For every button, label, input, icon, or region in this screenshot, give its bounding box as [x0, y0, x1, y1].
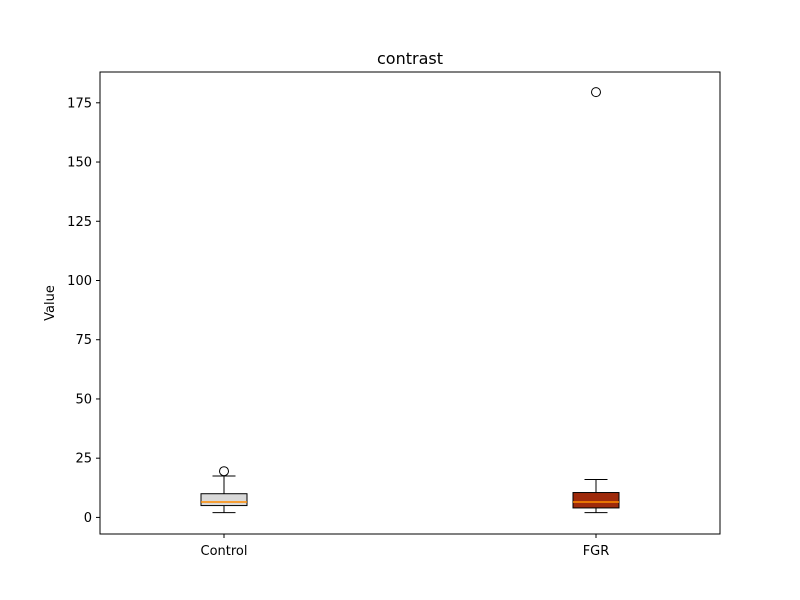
- y-tick-label: 150: [67, 156, 92, 171]
- box-control: [200, 493, 248, 507]
- plot-frame: [99, 71, 721, 535]
- y-tick-label: 175: [67, 96, 92, 111]
- y-tick-label: 50: [75, 392, 92, 407]
- plot-area: 0 25 50 75 100 125 150 175 Control FGR: [67, 71, 721, 559]
- outlier-point: [591, 87, 601, 98]
- y-tick-label: 100: [67, 274, 92, 289]
- y-tick-label: 25: [75, 452, 92, 467]
- x-tick-label: Control: [201, 544, 248, 559]
- x-tick-label: FGR: [583, 544, 610, 559]
- y-tick-label: 0: [84, 511, 92, 526]
- y-tick-label: 75: [75, 333, 92, 348]
- chart-title: contrast: [377, 49, 443, 68]
- y-axis-label: Value: [43, 285, 58, 321]
- box-fgr: [572, 492, 620, 509]
- y-tick-label: 125: [67, 215, 92, 230]
- outlier-point: [219, 466, 229, 477]
